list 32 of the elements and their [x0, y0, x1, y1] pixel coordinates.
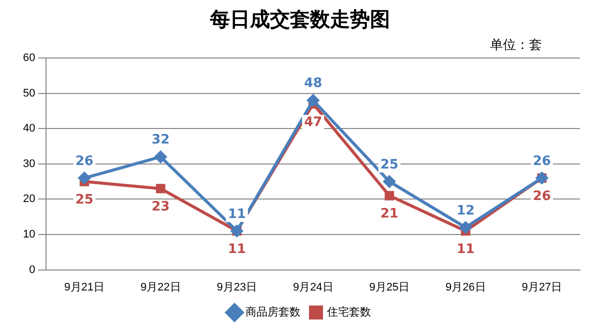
- data-label: 11: [228, 206, 246, 222]
- data-label: 11: [228, 242, 246, 257]
- y-tick-label: 20: [22, 193, 36, 206]
- x-tick-label: 9月25日: [369, 281, 410, 294]
- chart-title: 每日成交套数走势图: [209, 6, 391, 33]
- data-label: 26: [532, 188, 551, 204]
- legend-label: 商品房套数: [246, 306, 300, 319]
- text: 单位：套: [490, 37, 542, 54]
- x-tick-label: 9月22日: [140, 281, 181, 294]
- y-tick-label: 40: [22, 122, 36, 135]
- x-tick-label: 9月21日: [64, 281, 105, 294]
- data-label: 25: [380, 157, 398, 172]
- data-label: 11: [456, 242, 475, 257]
- data-label: 23: [152, 199, 170, 214]
- data-label: 47: [304, 114, 322, 130]
- x-tick-label: 9月24日: [292, 281, 334, 294]
- legend-label: 住宅套数: [327, 306, 371, 319]
- y-tick-label: 50: [22, 87, 36, 100]
- data-label: 48: [304, 76, 322, 92]
- x-tick-label: 9月27日: [522, 281, 562, 294]
- data-label: 26: [75, 154, 94, 169]
- data-label: 25: [75, 192, 94, 208]
- y-tick-label: 30: [22, 158, 36, 170]
- y-tick-label: 10: [22, 228, 36, 241]
- x-tick-label: 9月26日: [445, 281, 486, 294]
- data-label: 26: [532, 154, 551, 169]
- y-tick-label: 0: [29, 264, 36, 276]
- y-tick-label: 60: [22, 52, 36, 64]
- data-label: 32: [152, 132, 170, 148]
- data-label: 21: [380, 206, 398, 222]
- data-label: 12: [456, 203, 475, 218]
- x-tick-label: 9月23日: [216, 281, 258, 294]
